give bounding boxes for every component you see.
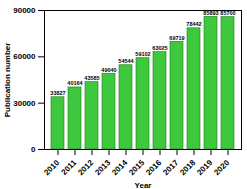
svg-text:Publication number: Publication number <box>3 43 12 118</box>
svg-text:0: 0 <box>31 145 36 154</box>
svg-text:30000: 30000 <box>13 99 36 108</box>
svg-text:2016: 2016 <box>144 158 163 177</box>
svg-text:49040: 49040 <box>101 67 116 73</box>
svg-text:Year: Year <box>135 181 152 189</box>
svg-text:90000: 90000 <box>13 6 36 15</box>
svg-text:2012: 2012 <box>76 158 95 177</box>
svg-text:2018: 2018 <box>178 158 197 177</box>
svg-text:78442: 78442 <box>186 21 201 27</box>
svg-text:2013: 2013 <box>93 158 112 177</box>
svg-text:59102: 59102 <box>135 51 150 57</box>
svg-text:54544: 54544 <box>118 58 134 64</box>
svg-text:43585: 43585 <box>84 75 99 81</box>
svg-text:63025: 63025 <box>152 45 167 51</box>
svg-text:60000: 60000 <box>13 52 36 61</box>
svg-text:2019: 2019 <box>195 158 214 177</box>
svg-text:2017: 2017 <box>161 158 180 177</box>
svg-text:2011: 2011 <box>60 158 79 177</box>
svg-text:69719: 69719 <box>169 35 184 41</box>
svg-text:33827: 33827 <box>50 90 65 96</box>
svg-text:2020: 2020 <box>212 158 231 177</box>
svg-text:2014: 2014 <box>110 158 129 177</box>
html-text:85893 85700: 85893 85700 <box>203 9 236 16</box>
svg-text:2010: 2010 <box>42 158 61 177</box>
svg-text:40164: 40164 <box>67 80 83 86</box>
svg-text:2015: 2015 <box>127 158 146 177</box>
